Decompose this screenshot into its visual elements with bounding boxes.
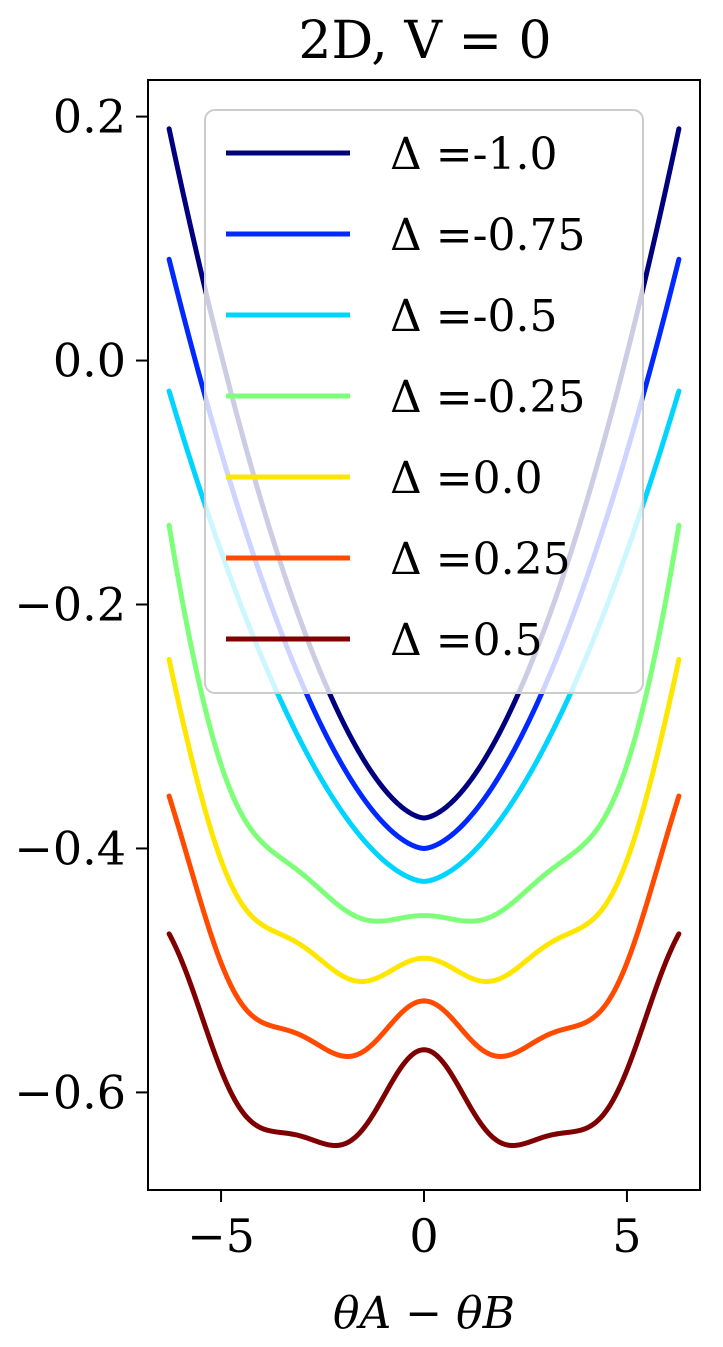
- series-line-4: [166, 656, 682, 984]
- series-line-3: [166, 522, 682, 924]
- y-tick-label: 0.2: [53, 90, 126, 144]
- legend-label: Δ =-1.0: [390, 129, 557, 180]
- y-tick-label: −0.2: [14, 578, 126, 632]
- series-line-6: [166, 931, 682, 1149]
- x-tick-label: 0: [409, 1209, 438, 1263]
- x-axis-label: θA − θB: [333, 1288, 515, 1339]
- y-tick-label: 0.0: [53, 334, 126, 388]
- legend-label: Δ =-0.25: [390, 372, 585, 423]
- legend-label: Δ =0.0: [390, 453, 543, 504]
- x-tick-label: 5: [612, 1209, 641, 1263]
- x-tick-label: −5: [187, 1209, 255, 1263]
- legend-label: Δ =-0.75: [390, 210, 585, 261]
- legend-frame: [204, 109, 644, 694]
- legend-label: Δ =-0.5: [390, 291, 557, 342]
- chart-title: 2D, V = 0: [298, 11, 551, 71]
- y-tick-label: −0.4: [14, 821, 126, 875]
- y-tick-label: −0.6: [14, 1065, 126, 1119]
- series-line-5: [166, 793, 682, 1059]
- axes-layer: −5 0 5 0.2 0.0 −0.2 −0.4 −0.6: [14, 90, 641, 1263]
- legend-label: Δ =0.25: [390, 534, 571, 585]
- legend: Δ =-1.0 Δ =-0.75 Δ =-0.5 Δ =-0.25 Δ =0.0 Δ =0…: [204, 109, 644, 694]
- legend-label: Δ =0.5: [390, 615, 543, 666]
